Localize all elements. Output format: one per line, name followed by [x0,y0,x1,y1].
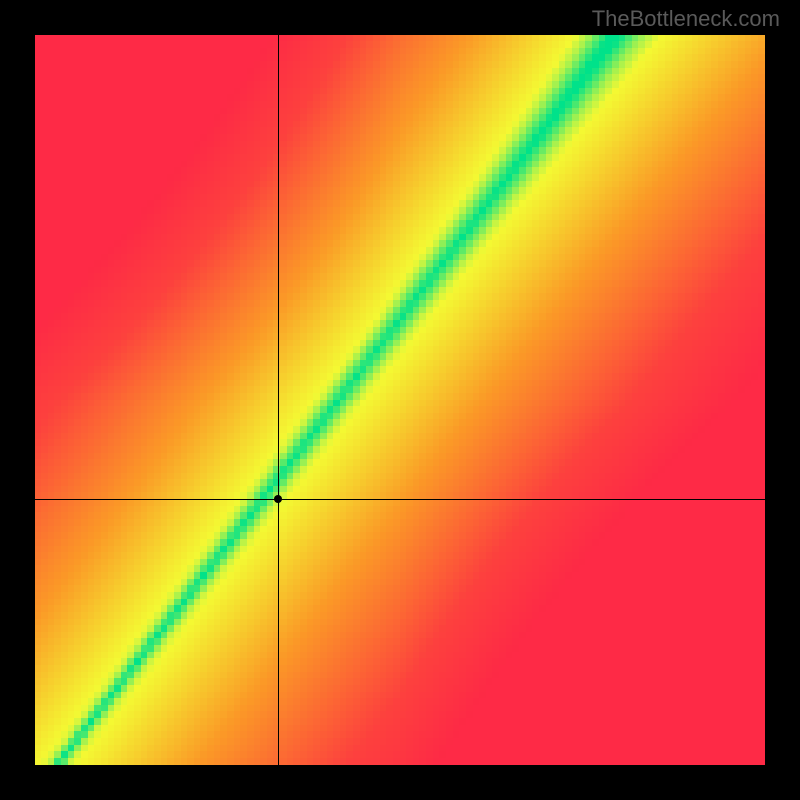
watermark-text: TheBottleneck.com [592,6,780,32]
crosshair-vertical [278,35,279,765]
data-point-marker [274,495,282,503]
heatmap-canvas [35,35,765,765]
crosshair-horizontal [35,499,765,500]
heatmap-chart [35,35,765,765]
